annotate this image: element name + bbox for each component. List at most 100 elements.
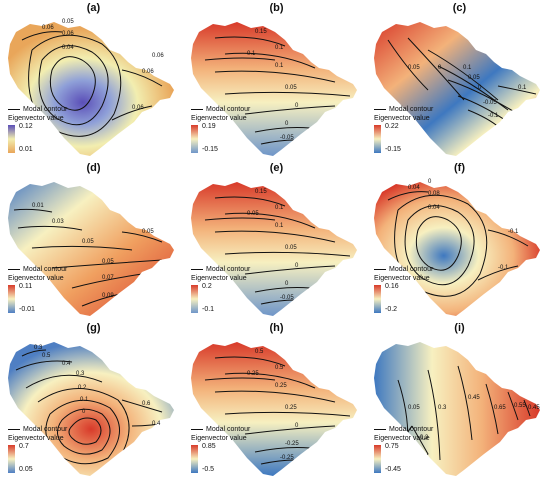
contour-label: 0.06 (152, 53, 164, 59)
panel-label: (g) (86, 322, 101, 334)
colorbar-max-label: 0.7 (19, 443, 29, 450)
legend-value-label: Eigenvector value (191, 435, 247, 442)
eigenvector-map: 0.04 0.08 0 -0.1 -0.1 0.04 (374, 179, 540, 316)
contour-label: 0.15 (255, 189, 267, 195)
contour-line (427, 49, 499, 101)
contour-label: 0.5 (255, 349, 264, 355)
legend-value-label: Eigenvector value (8, 275, 64, 282)
contour-line-swatch (374, 108, 386, 110)
colorbar-gradient (8, 285, 15, 313)
colorbar-gradient (374, 445, 381, 473)
contour-line (387, 191, 429, 201)
colorbar-min-label: 0.05 (19, 466, 33, 473)
legend-value-label: Eigenvector value (374, 275, 430, 282)
map-panel-g: (g) 0 0.1 0.2 0.3 0.4 0.5 0.6 0.4 0.3 Modal cont… (2, 322, 185, 482)
contour-group (204, 356, 351, 465)
contour-line (224, 91, 351, 97)
colorbar-max-label: 0.22 (385, 123, 399, 130)
contour-group (204, 36, 351, 145)
legend-contour-label: Modal contour (23, 106, 68, 113)
contour-line (204, 217, 276, 221)
contour-line (121, 399, 163, 413)
contour-line (260, 299, 296, 305)
contour-line-swatch (374, 268, 386, 270)
eigenvector-map: 0.05 0 0.1 0.05 0 -0.05 -0.1 0.1 (374, 22, 540, 156)
contour-line (204, 377, 276, 381)
contour-line (497, 209, 529, 231)
contour-line (214, 70, 336, 83)
contour-group (13, 208, 163, 307)
contour-label: 0.05 (62, 19, 74, 25)
map-legend: Modal contour Eigenvector value 0.19 -0.… (191, 105, 281, 155)
region-fill (374, 342, 540, 476)
colorbar-gradient (191, 285, 198, 313)
contour-label: -0.25 (285, 441, 299, 447)
contour-label: 0.1 (275, 45, 284, 51)
contour-label: -0.25 (245, 371, 259, 377)
contour-label: 0.04 (62, 45, 74, 51)
legend-contour-row: Modal contour (8, 425, 98, 434)
legend-contour-label: Modal contour (389, 106, 434, 113)
colorbar-gradient (8, 445, 15, 473)
contour-line (121, 231, 163, 243)
contour-label: 0.4 (62, 361, 71, 367)
colorbar-max-label: 0.16 (385, 283, 399, 290)
region-fill (191, 342, 357, 476)
map-legend: Modal contour Eigenvector value 0.75 -0.… (374, 425, 464, 475)
contour-label: -0.05 (245, 211, 259, 217)
panel-label: (a) (86, 2, 101, 14)
contour-label: 0.05 (285, 245, 297, 251)
contour-label: 0.55 (514, 403, 526, 409)
contour-label: 0.3 (438, 405, 447, 411)
eigenvector-map: 0.05 0.30.450.65 0.55 0.450.3 (374, 342, 540, 476)
contour-label: 0.08 (428, 191, 440, 197)
contour-label: 0 (438, 65, 442, 71)
contour-label: 0.4 (152, 421, 161, 427)
eigenvector-map: 0.04 0.06 0.05 0.06 0.06 0.06 0.06 (8, 19, 174, 156)
legend-contour-row: Modal contour (191, 425, 281, 434)
contour-line-swatch (374, 428, 386, 430)
contour-line (57, 408, 111, 455)
contour-line-swatch (191, 268, 203, 270)
contour-line (214, 390, 336, 403)
region-fill (8, 342, 174, 476)
map-panel-a: (a) 0.04 0.06 0.05 0.06 0.06 0.06 0.06 Modal c… (2, 2, 185, 162)
contour-label: 0.3 (76, 371, 85, 377)
contour-line (254, 447, 311, 453)
contour-line (38, 45, 109, 126)
legend-contour-label: Modal contour (389, 266, 434, 273)
colorbar-min-label: -0.2 (385, 306, 398, 313)
map-legend: Modal contour Eigenvector value 0.2 -0.1 (191, 265, 281, 315)
contour-line (477, 265, 519, 281)
legend-contour-label: Modal contour (23, 426, 68, 433)
contour-group (387, 37, 537, 129)
contour-line (224, 52, 316, 69)
contour-label: 0 (285, 121, 289, 127)
contour-line-swatch (191, 428, 203, 430)
region-fill (191, 22, 357, 156)
contour-line (224, 372, 316, 389)
contour-line (214, 230, 336, 243)
colorbar-max-label: 0.85 (202, 443, 216, 450)
contour-line-swatch (8, 428, 20, 430)
region-fill (374, 182, 540, 316)
legend-value-label: Eigenvector value (8, 435, 64, 442)
panel-label: (d) (86, 162, 101, 174)
contour-line (111, 105, 153, 121)
legend-contour-row: Modal contour (374, 265, 464, 274)
contour-line (37, 388, 130, 467)
contour-line (244, 265, 336, 275)
contour-label: 0.05 (285, 85, 297, 91)
contour-label: 0 (295, 103, 299, 109)
eigenvector-map: 0.5 0.5 0.25 0.25 0 -0.25 -0.25 -0.25 (191, 342, 357, 476)
colorbar-min-label: 0.01 (19, 146, 33, 153)
contour-line (507, 391, 519, 421)
contour-label: 0 (295, 263, 299, 269)
contour-label: 0.06 (132, 105, 144, 111)
legend-contour-row: Modal contour (374, 105, 464, 114)
eigenvector-map: 0.15 0.1 0.1 0.05 0 0 -0.05 -0.1 (191, 22, 357, 156)
contour-line (387, 39, 429, 91)
map-panel-h: (h) 0.5 0.5 0.25 0.25 0 -0.25 -0.25 -0.25 Modal… (185, 322, 368, 482)
contour-line (224, 251, 351, 257)
contour-line (31, 245, 133, 251)
